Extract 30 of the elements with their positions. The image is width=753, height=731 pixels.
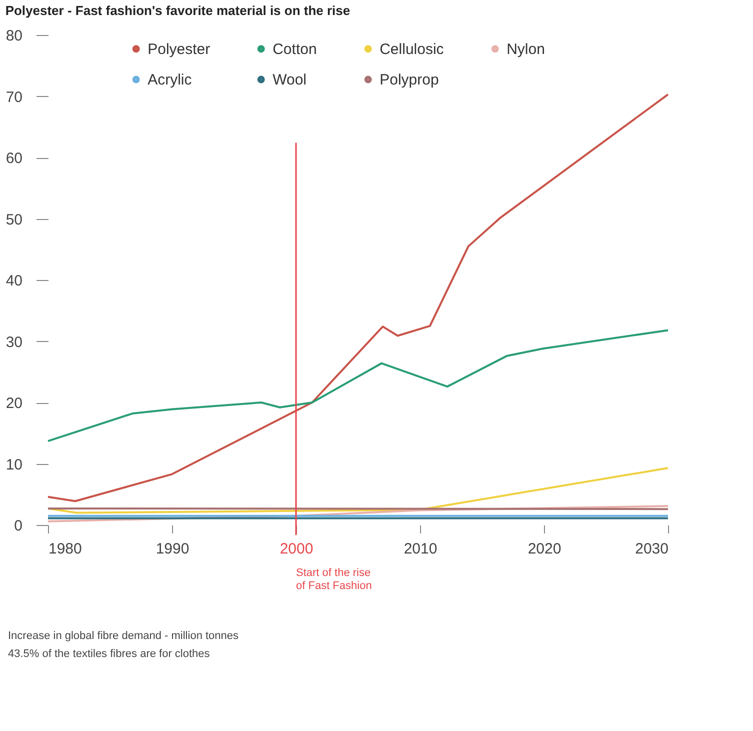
legend-label: Polyprop [380, 72, 439, 88]
chart-title: Polyester - Fast fashion's favorite material is on the rise [5, 3, 350, 18]
y-tick-label: 40 [6, 272, 22, 290]
y-tick-label: 70 [6, 88, 22, 106]
legend-label: Cellulosic [380, 40, 444, 58]
line-series [47, 93, 669, 502]
x-tick-label: 1980 [48, 540, 82, 558]
text: Increase in global fibre demand - million tonnes [8, 630, 240, 642]
x-tick-label: 2000 [280, 540, 314, 558]
y-tick-label: 80 [6, 28, 22, 44]
x-tick-label: 2030 [635, 540, 668, 558]
legend-label: Nylon [506, 40, 545, 58]
x-tick-label: 2010 [404, 540, 438, 558]
line-series [47, 505, 669, 522]
line-series [47, 467, 669, 514]
legend-label: Wool [272, 72, 307, 88]
y-tick-label: 10 [6, 456, 22, 474]
ref-line-label: Start of the rise of Fast Fashion [296, 567, 372, 592]
y-tick-label: 20 [6, 395, 22, 412]
legend-label: Cotton [272, 40, 317, 58]
y-tick-label: 50 [6, 211, 22, 228]
y-tick-label: 30 [6, 334, 22, 351]
legend-label: Polyester [148, 40, 210, 58]
text: 43.5% of the textiles fibres are for clothes [8, 648, 210, 660]
y-tick-label: 0 [14, 518, 22, 534]
y-tick-label: 60 [6, 150, 22, 167]
legend-label: Acrylic [148, 72, 192, 88]
line-series [47, 329, 669, 442]
x-tick-label: 2020 [528, 540, 562, 558]
x-tick-label: 1990 [156, 540, 190, 558]
